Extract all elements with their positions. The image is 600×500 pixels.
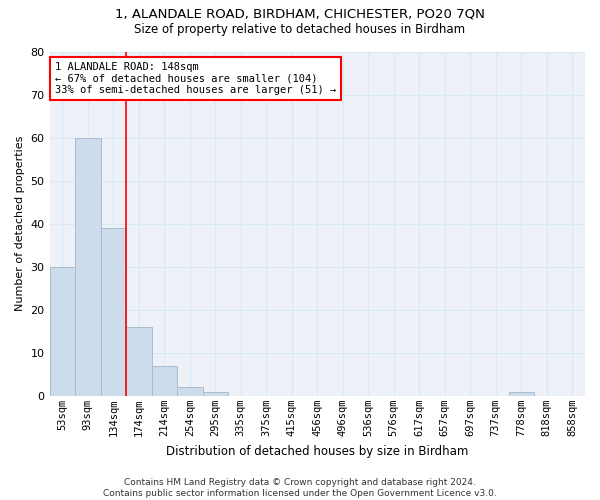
- Bar: [509, 392, 534, 396]
- Text: 1 ALANDALE ROAD: 148sqm
← 67% of detached houses are smaller (104)
33% of semi-d: 1 ALANDALE ROAD: 148sqm ← 67% of detache…: [55, 62, 336, 95]
- Bar: [203, 392, 228, 396]
- Text: 1, ALANDALE ROAD, BIRDHAM, CHICHESTER, PO20 7QN: 1, ALANDALE ROAD, BIRDHAM, CHICHESTER, P…: [115, 8, 485, 20]
- Bar: [152, 366, 177, 396]
- Bar: [101, 228, 126, 396]
- Bar: [50, 266, 75, 396]
- X-axis label: Distribution of detached houses by size in Birdham: Distribution of detached houses by size …: [166, 444, 469, 458]
- Text: Size of property relative to detached houses in Birdham: Size of property relative to detached ho…: [134, 22, 466, 36]
- Bar: [75, 138, 101, 396]
- Bar: [177, 388, 203, 396]
- Text: Contains HM Land Registry data © Crown copyright and database right 2024.
Contai: Contains HM Land Registry data © Crown c…: [103, 478, 497, 498]
- Bar: [126, 327, 152, 396]
- Y-axis label: Number of detached properties: Number of detached properties: [15, 136, 25, 312]
